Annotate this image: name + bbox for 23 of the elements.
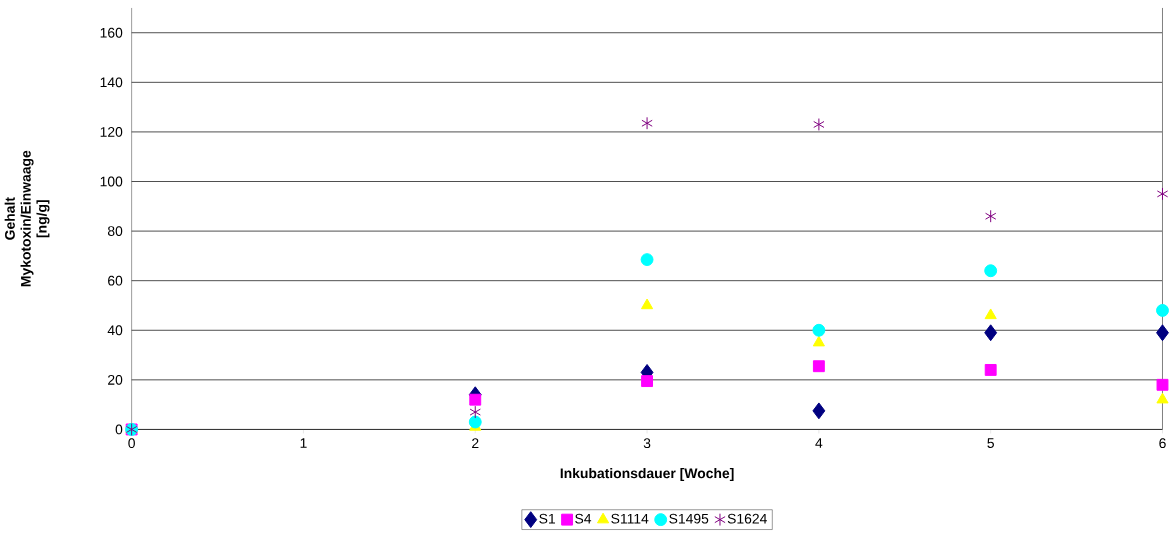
x-tick-label: 3 <box>643 438 651 449</box>
y-tick-label: 0 <box>115 424 123 435</box>
x-tick-label: 4 <box>815 438 823 448</box>
legend-label: S1624 <box>727 513 767 524</box>
y-tick-label: 120 <box>100 127 123 137</box>
y-tick-label: 140 <box>100 77 123 88</box>
x-tick-label: 2 <box>472 438 479 449</box>
legend-label: S1495 <box>669 513 709 524</box>
x-tick-label: 0 <box>128 438 135 449</box>
x-axis-title: Inkubationsdauer [Woche] <box>560 468 734 482</box>
y-tick-label: 80 <box>107 226 123 237</box>
y-axis-title: Gehalt Mykotoxin/Einwaage [ng/g] <box>4 150 50 287</box>
y-tick-label: 160 <box>100 27 123 38</box>
x-tick-label: 6 <box>1159 438 1166 449</box>
legend-label: S1114 <box>611 513 649 524</box>
y-tick-label: 60 <box>108 275 123 286</box>
y-tick-label: 40 <box>107 325 123 336</box>
legend-label: S4 <box>575 513 592 524</box>
x-tick-label: 5 <box>987 438 994 449</box>
y-tick-label: 20 <box>108 375 123 385</box>
y-tick-label: 100 <box>100 176 123 187</box>
x-tick-label: 1 <box>300 438 307 448</box>
legend-label: S1 <box>539 513 556 524</box>
